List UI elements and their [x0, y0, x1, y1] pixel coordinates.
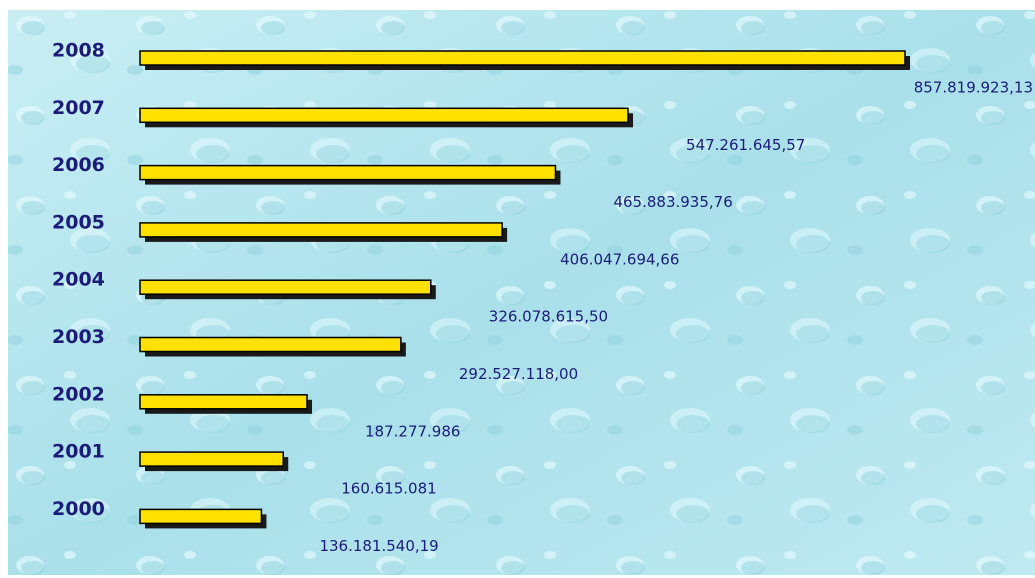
plot: 2008 857.819.923,13 2007 547.261.645,57 2006… — [52, 40, 1033, 555]
category-label: 2005 — [52, 211, 105, 233]
value-label: 547.261.645,57 — [686, 136, 805, 154]
bar — [139, 508, 263, 525]
value-label: 160.615.081 — [341, 480, 436, 498]
category-label: 2004 — [52, 269, 105, 291]
category-label: 2008 — [52, 40, 105, 62]
value-label: 857.819.923,13 — [914, 79, 1033, 97]
category-label: 2007 — [52, 97, 105, 119]
value-label: 187.277.986 — [365, 422, 460, 440]
bar — [139, 394, 308, 410]
bar — [139, 279, 432, 295]
value-label: 136.181.540,19 — [319, 537, 438, 555]
category-label: 2003 — [52, 326, 105, 348]
category-label: 2001 — [52, 441, 105, 463]
bar — [139, 222, 503, 238]
bar — [139, 451, 284, 467]
bar — [139, 50, 906, 66]
value-label: 326.078.615,50 — [489, 308, 608, 326]
category-label: 2006 — [52, 154, 105, 176]
category-label: 2002 — [52, 383, 105, 405]
value-label: 292.527.118,00 — [459, 365, 578, 383]
bar — [139, 336, 402, 353]
bar — [139, 164, 557, 181]
value-label: 465.883.935,76 — [613, 193, 732, 211]
value-label: 406.047.694,66 — [560, 250, 679, 268]
bar — [139, 107, 629, 124]
category-label: 2000 — [52, 498, 105, 520]
